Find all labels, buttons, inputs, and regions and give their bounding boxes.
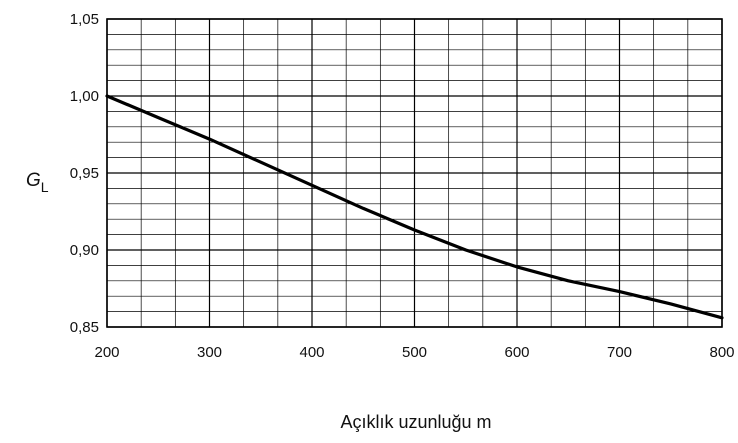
- y-tick-labels: 0,85 0,90 0,95 1,00 1,05: [70, 11, 99, 336]
- y-tick-label: 0,85: [70, 319, 99, 336]
- x-tick-label: 300: [197, 344, 222, 361]
- y-axis-label-sub: L: [41, 179, 49, 195]
- y-axis-label: GL: [26, 170, 49, 195]
- x-tick-label: 800: [709, 344, 734, 361]
- y-axis-label-main: G: [26, 170, 41, 191]
- y-tick-label: 0,95: [70, 165, 99, 182]
- x-tick-label: 700: [607, 344, 632, 361]
- y-tick-label: 1,00: [70, 88, 99, 105]
- x-tick-label: 600: [504, 344, 529, 361]
- plot-frame: [106, 18, 723, 328]
- x-tick-labels: 200 300 400 500 600 700 800: [94, 344, 734, 361]
- x-tick-label: 400: [299, 344, 324, 361]
- x-axis-label: Açıklık uzunluğu m: [340, 412, 491, 432]
- y-tick-label: 0,90: [70, 242, 99, 259]
- x-tick-label: 200: [94, 344, 119, 361]
- x-tick-label: 500: [402, 344, 427, 361]
- series-line: [105, 94, 724, 320]
- y-tick-label: 1,05: [70, 11, 99, 28]
